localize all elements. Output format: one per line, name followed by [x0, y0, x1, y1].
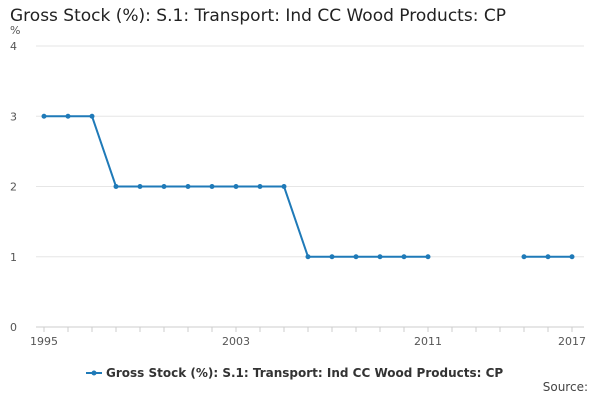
y-axis-ticks: 0 1 2 3 4 — [10, 40, 17, 334]
x-tick-label: 2017 — [558, 335, 586, 348]
data-point — [65, 113, 71, 119]
data-point — [257, 184, 263, 189]
data-point — [353, 254, 359, 260]
x-tick-label: 2011 — [414, 335, 442, 348]
data-point — [329, 254, 335, 260]
data-point — [89, 113, 95, 119]
data-point — [545, 254, 551, 260]
data-point — [377, 254, 383, 260]
legend[interactable]: Gross Stock (%): S.1: Transport: Ind CC … — [86, 366, 503, 380]
legend-swatch-marker — [91, 370, 97, 376]
data-point — [521, 254, 527, 260]
data-point — [401, 254, 407, 260]
y-tick-label: 4 — [10, 40, 17, 53]
data-point — [41, 113, 47, 119]
data-point — [233, 184, 239, 189]
y-tick-label: 0 — [10, 321, 17, 334]
legend-label: Gross Stock (%): S.1: Transport: Ind CC … — [106, 366, 503, 380]
x-tick-label: 2003 — [222, 335, 250, 348]
x-tick-label: 1995 — [30, 335, 58, 348]
y-tick-label: 3 — [10, 110, 17, 123]
chart-title: Gross Stock (%): S.1: Transport: Ind CC … — [10, 6, 506, 26]
data-point — [161, 184, 167, 189]
data-point — [209, 184, 215, 189]
data-point — [137, 184, 143, 189]
data-point — [113, 184, 119, 189]
y-axis-unit-label: % — [10, 24, 20, 37]
data-point — [569, 254, 575, 260]
data-point — [281, 184, 287, 189]
series-group — [41, 113, 575, 260]
y-tick-label: 1 — [10, 251, 17, 264]
data-point — [185, 184, 191, 189]
data-point — [305, 254, 311, 260]
source-label: Source: — [542, 380, 588, 394]
x-axis-ticks: 1995 2003 2011 2017 — [30, 327, 586, 348]
y-tick-label: 2 — [10, 181, 17, 194]
data-point — [425, 254, 431, 260]
